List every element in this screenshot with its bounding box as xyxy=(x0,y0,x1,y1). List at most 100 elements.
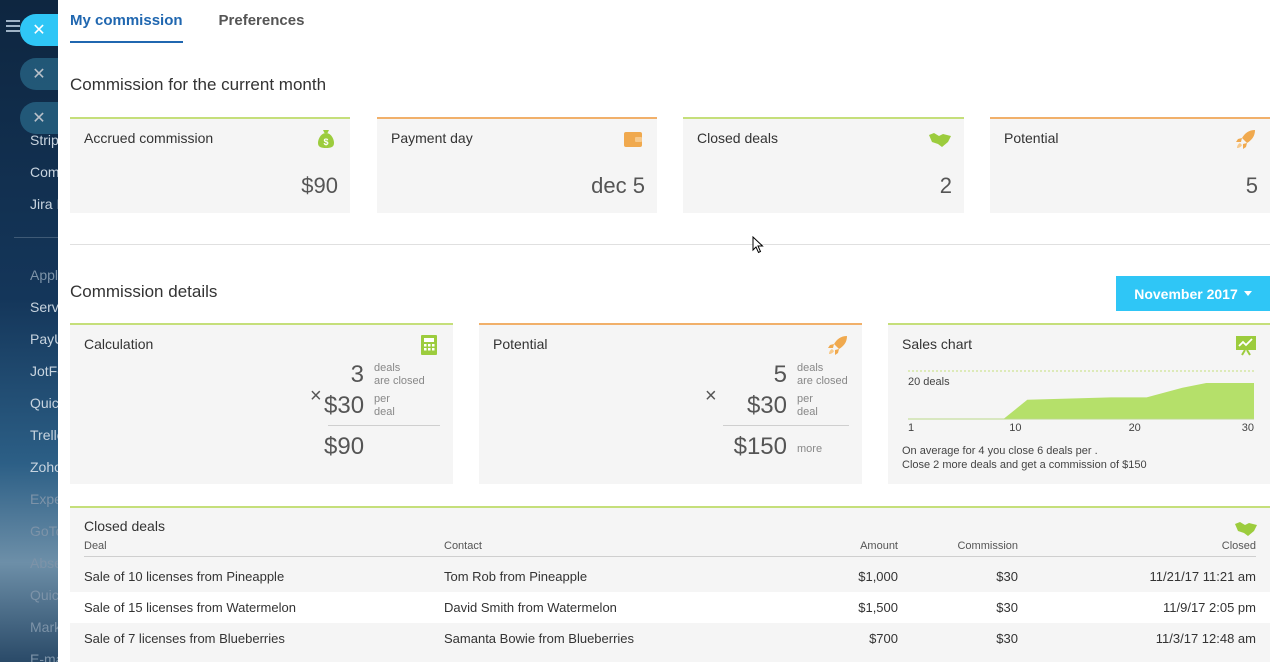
sidebar-item[interactable]: Abse xyxy=(30,555,58,571)
sidebar-item[interactable]: Mark xyxy=(30,619,58,635)
background-sidebar: Strip Com Jira I Appl Serv PayU JotFo Quic Trell… xyxy=(0,0,58,662)
caret-down-icon xyxy=(1243,291,1252,296)
x-tick-label: 30 xyxy=(1242,422,1254,434)
commission-details-title: Commission details xyxy=(70,282,218,301)
table-row[interactable]: Sale of 10 licenses from Pineapple Tom Ro… xyxy=(70,561,1270,592)
sidebar-item[interactable]: Com xyxy=(30,164,58,180)
calculation-total: $90 xyxy=(324,433,365,460)
sidebar-item[interactable]: Jira I xyxy=(30,196,58,212)
sidebar-item[interactable]: Quic xyxy=(30,587,58,603)
sidebar-item[interactable]: Trello xyxy=(30,427,58,443)
potential-value: 5 xyxy=(1245,173,1258,198)
sidebar-item[interactable]: E-ma xyxy=(30,651,58,662)
chart-note-2: Close 2 more deals and get a commission … xyxy=(902,459,1147,471)
sales-area xyxy=(908,383,1254,419)
potential-details-card: Potential 5 deals are closed × $30 per dea… xyxy=(479,323,862,484)
card-title: Calculation xyxy=(84,336,154,352)
deals-count: 3 xyxy=(350,361,364,388)
col-closed[interactable]: Closed xyxy=(1221,540,1256,552)
multiply-sign: × xyxy=(705,385,717,407)
sales-chart: 20 deals 1 10 20 30 xyxy=(908,370,1254,434)
section-divider xyxy=(70,244,1270,245)
money-bag-icon: $ xyxy=(318,130,334,148)
closed-deals-value: 2 xyxy=(939,173,952,198)
potential-total-unit: more xyxy=(797,442,823,455)
sidebar-item[interactable]: Appl xyxy=(30,267,58,283)
card-title: Sales chart xyxy=(902,336,973,352)
deal-name[interactable]: Sale of 10 licenses from Pineapple xyxy=(84,569,285,584)
handshake-icon xyxy=(929,133,951,147)
tab-preferences[interactable]: Preferences xyxy=(218,12,305,29)
deal-contact[interactable]: Samanta Bowie from Blueberries xyxy=(444,631,635,646)
sidebar-item[interactable]: Expe xyxy=(30,491,58,507)
month-select-button[interactable]: November 2017 xyxy=(1116,276,1270,311)
deal-commission: $30 xyxy=(996,569,1018,584)
payment-day-value: dec 5 xyxy=(591,173,645,198)
deal-name[interactable]: Sale of 7 licenses from Blueberries xyxy=(84,631,285,646)
deal-amount: $1,500 xyxy=(858,600,898,615)
calculation-card: Calculation 3 deals are closed × $30 per d… xyxy=(70,323,453,484)
tab-bar: My commission Preferences xyxy=(70,0,340,44)
rocket-icon xyxy=(1236,130,1255,149)
sales-chart-card: Sales chart 20 deals 1 10 20 30 On average f… xyxy=(888,323,1270,484)
potential-card: Potential 5 xyxy=(990,117,1270,213)
card-title: Potential xyxy=(493,336,548,352)
sum-line xyxy=(723,425,849,426)
multiply-sign: × xyxy=(310,385,322,407)
sidebar-item[interactable]: Strip xyxy=(30,132,58,148)
x-tick-label: 1 xyxy=(908,422,914,434)
card-title: Accrued commission xyxy=(84,130,214,146)
month-label: November 2017 xyxy=(1134,285,1238,302)
rate-unit: per deal xyxy=(797,393,818,418)
deals-unit: deals are closed xyxy=(797,362,848,387)
close-slider-button-2[interactable]: ✕ xyxy=(20,58,58,90)
deal-name[interactable]: Sale of 15 licenses from Watermelon xyxy=(84,600,296,615)
col-deal[interactable]: Deal xyxy=(84,540,107,552)
close-icon: ✕ xyxy=(32,66,46,83)
col-amount[interactable]: Amount xyxy=(860,540,898,552)
potential-rate: $30 xyxy=(746,392,787,419)
table-title: Closed deals xyxy=(84,518,165,534)
close-icon: ✕ xyxy=(32,110,46,127)
card-title: Closed deals xyxy=(697,130,778,146)
table-row[interactable]: Sale of 7 licenses from Blueberries Saman… xyxy=(70,623,1270,654)
sidebar-divider xyxy=(14,237,58,238)
accrued-commission-card: Accrued commission $ $90 xyxy=(70,117,350,213)
chart-note-1: On average for 4 you close 6 deals per . xyxy=(902,445,1098,457)
deal-closed-date: 11/9/17 2:05 pm xyxy=(1163,600,1256,615)
deal-contact[interactable]: Tom Rob from Pineapple xyxy=(444,569,588,584)
card-title: Potential xyxy=(1004,130,1059,146)
rocket-icon xyxy=(828,336,847,355)
close-slider-button-3[interactable]: ✕ xyxy=(20,102,58,134)
deal-amount: $700 xyxy=(869,631,898,646)
close-slider-button[interactable]: ✕ xyxy=(20,14,58,46)
tab-my-commission[interactable]: My commission xyxy=(70,0,183,43)
sidebar-item[interactable]: PayU xyxy=(30,331,58,347)
sidebar-item[interactable]: Serv xyxy=(30,299,58,315)
calculator-icon xyxy=(421,335,437,355)
deal-closed-date: 11/21/17 11:21 am xyxy=(1149,569,1257,584)
card-title: Payment day xyxy=(391,130,473,146)
menu-icon[interactable] xyxy=(6,20,20,32)
handshake-icon xyxy=(1235,522,1257,536)
x-tick-label: 10 xyxy=(1009,422,1021,434)
closed-deals-table: Closed deals Deal Contact Amount Commiss… xyxy=(70,506,1270,662)
accrued-commission-value: $90 xyxy=(301,173,338,198)
table-row[interactable]: Sale of 15 licenses from Watermelon David… xyxy=(70,592,1270,623)
deal-commission: $30 xyxy=(996,631,1018,646)
table-header: Deal Contact Amount Commission Closed xyxy=(84,540,1256,557)
deal-amount: $1,000 xyxy=(858,569,898,584)
sidebar-item[interactable]: Quic xyxy=(30,395,58,411)
potential-total: $150 xyxy=(733,433,787,460)
sidebar-item[interactable]: JotFo xyxy=(30,363,58,379)
col-commission[interactable]: Commission xyxy=(957,540,1018,552)
sidebar-item[interactable]: GoTo xyxy=(30,523,58,539)
sidebar-item[interactable]: Zoho xyxy=(30,459,58,475)
close-icon: ✕ xyxy=(32,22,46,39)
rate-value: $30 xyxy=(324,392,365,419)
sum-line xyxy=(328,425,440,426)
closed-deals-card: Closed deals 2 xyxy=(683,117,964,213)
deal-contact[interactable]: David Smith from Watermelon xyxy=(444,600,617,615)
potential-deals-count: 5 xyxy=(773,361,787,388)
col-contact[interactable]: Contact xyxy=(444,540,482,552)
